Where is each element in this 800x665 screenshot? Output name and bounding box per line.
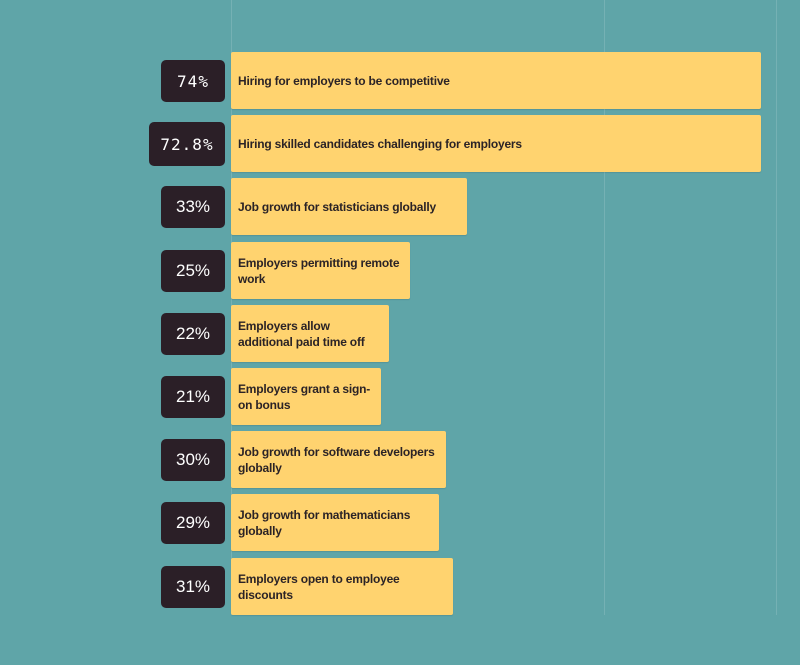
- gridline: [604, 0, 605, 615]
- category-label: Employers grant a sign-on bonus: [238, 381, 371, 412]
- category-label: Hiring for employers to be competitive: [238, 73, 450, 88]
- category-label: Job growth for statisticians globally: [238, 199, 436, 214]
- bar: Hiring skilled candidates challenging fo…: [231, 115, 761, 172]
- value-label: 29%: [161, 502, 225, 544]
- bar: Job growth for software developers globa…: [231, 431, 446, 488]
- category-label: Hiring skilled candidates challenging fo…: [238, 136, 522, 151]
- value-label: 30%: [161, 439, 225, 481]
- value-label: 31%: [161, 566, 225, 608]
- value-label: 25%: [161, 250, 225, 292]
- category-label: Employers permitting remote work: [238, 255, 400, 286]
- value-label: 22%: [161, 313, 225, 355]
- bar: Employers permitting remote work: [231, 242, 410, 299]
- category-label: Employers allow additional paid time off: [238, 318, 365, 349]
- category-label: Employers open to employee discounts: [238, 571, 400, 602]
- bar: Employers open to employee discounts: [231, 558, 453, 615]
- gridline: [776, 0, 777, 615]
- value-label: 72.8%: [149, 122, 225, 166]
- bar: Job growth for statisticians globally: [231, 178, 467, 235]
- value-label: 74%: [161, 60, 225, 102]
- category-label: Job growth for software developers globa…: [238, 444, 435, 475]
- category-label: Job growth for mathematicians globally: [238, 507, 411, 538]
- bar: Employers allow additional paid time off: [231, 305, 389, 362]
- value-label: 33%: [161, 186, 225, 228]
- value-label: 21%: [161, 376, 225, 418]
- bar: Hiring for employers to be competitive: [231, 52, 761, 109]
- bar: Employers grant a sign-on bonus: [231, 368, 381, 425]
- bar: Job growth for mathematicians globally: [231, 494, 439, 551]
